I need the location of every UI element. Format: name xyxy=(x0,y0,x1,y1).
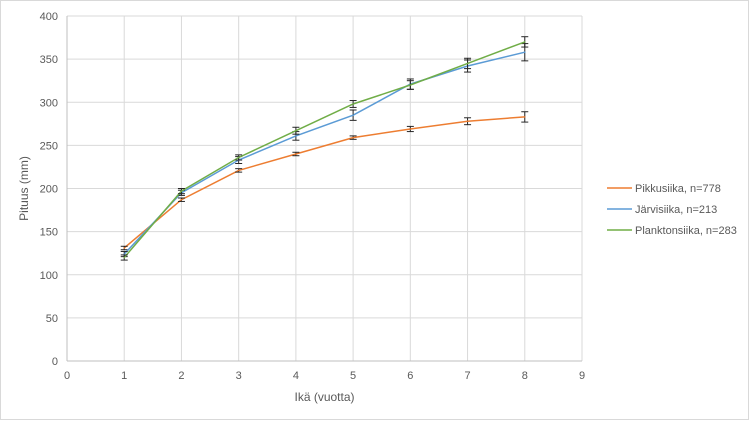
data-point xyxy=(523,41,526,43)
data-point xyxy=(295,153,297,155)
data-point xyxy=(409,128,412,130)
data-point xyxy=(237,156,240,159)
y-tick-label: 250 xyxy=(40,140,58,152)
series-line-1 xyxy=(123,116,525,249)
x-tick-label: 6 xyxy=(407,370,413,382)
x-tick-label: 7 xyxy=(464,370,470,382)
data-point xyxy=(466,120,469,123)
data-point xyxy=(466,62,469,65)
x-tick-label: 0 xyxy=(64,370,70,382)
data-point xyxy=(295,135,297,137)
data-point xyxy=(352,103,354,105)
x-tick-label: 5 xyxy=(350,370,356,382)
x-tick-label: 9 xyxy=(579,370,585,382)
legend-label-1: Pikkusiika, n=778 xyxy=(635,183,721,195)
data-point xyxy=(409,84,412,86)
x-tick-label: 3 xyxy=(236,370,242,382)
y-tick-label: 400 xyxy=(40,11,58,23)
x-tick-label: 8 xyxy=(522,370,528,382)
data-point xyxy=(180,190,183,192)
y-tick-label: 150 xyxy=(40,227,58,239)
legend-label-3: Planktonsiika, n=283 xyxy=(635,225,737,237)
x-tick-label: 4 xyxy=(293,370,299,382)
data-point xyxy=(123,247,126,249)
data-point xyxy=(352,136,354,139)
y-tick-label: 100 xyxy=(40,270,58,282)
series-line-2 xyxy=(123,51,525,255)
x-axis-title: Ikä (vuotta) xyxy=(294,390,354,404)
data-point xyxy=(180,198,183,201)
data-point xyxy=(352,114,354,116)
data-point xyxy=(295,129,297,132)
data-point xyxy=(123,256,126,259)
data-point xyxy=(523,116,526,118)
y-tick-label: 350 xyxy=(40,54,58,66)
y-tick-label: 0 xyxy=(52,356,58,368)
series-line-3 xyxy=(123,41,526,258)
x-tick-label: 2 xyxy=(178,370,184,382)
y-tick-label: 200 xyxy=(40,184,58,196)
data-point xyxy=(523,51,526,54)
data-point xyxy=(237,169,240,172)
y-axis-title: Pituus (mm) xyxy=(17,156,31,221)
y-tick-label: 50 xyxy=(46,313,58,325)
y-tick-label: 300 xyxy=(40,97,58,109)
legend-label-2: Järvisiika, n=213 xyxy=(635,204,717,216)
x-tick-label: 1 xyxy=(121,370,127,382)
